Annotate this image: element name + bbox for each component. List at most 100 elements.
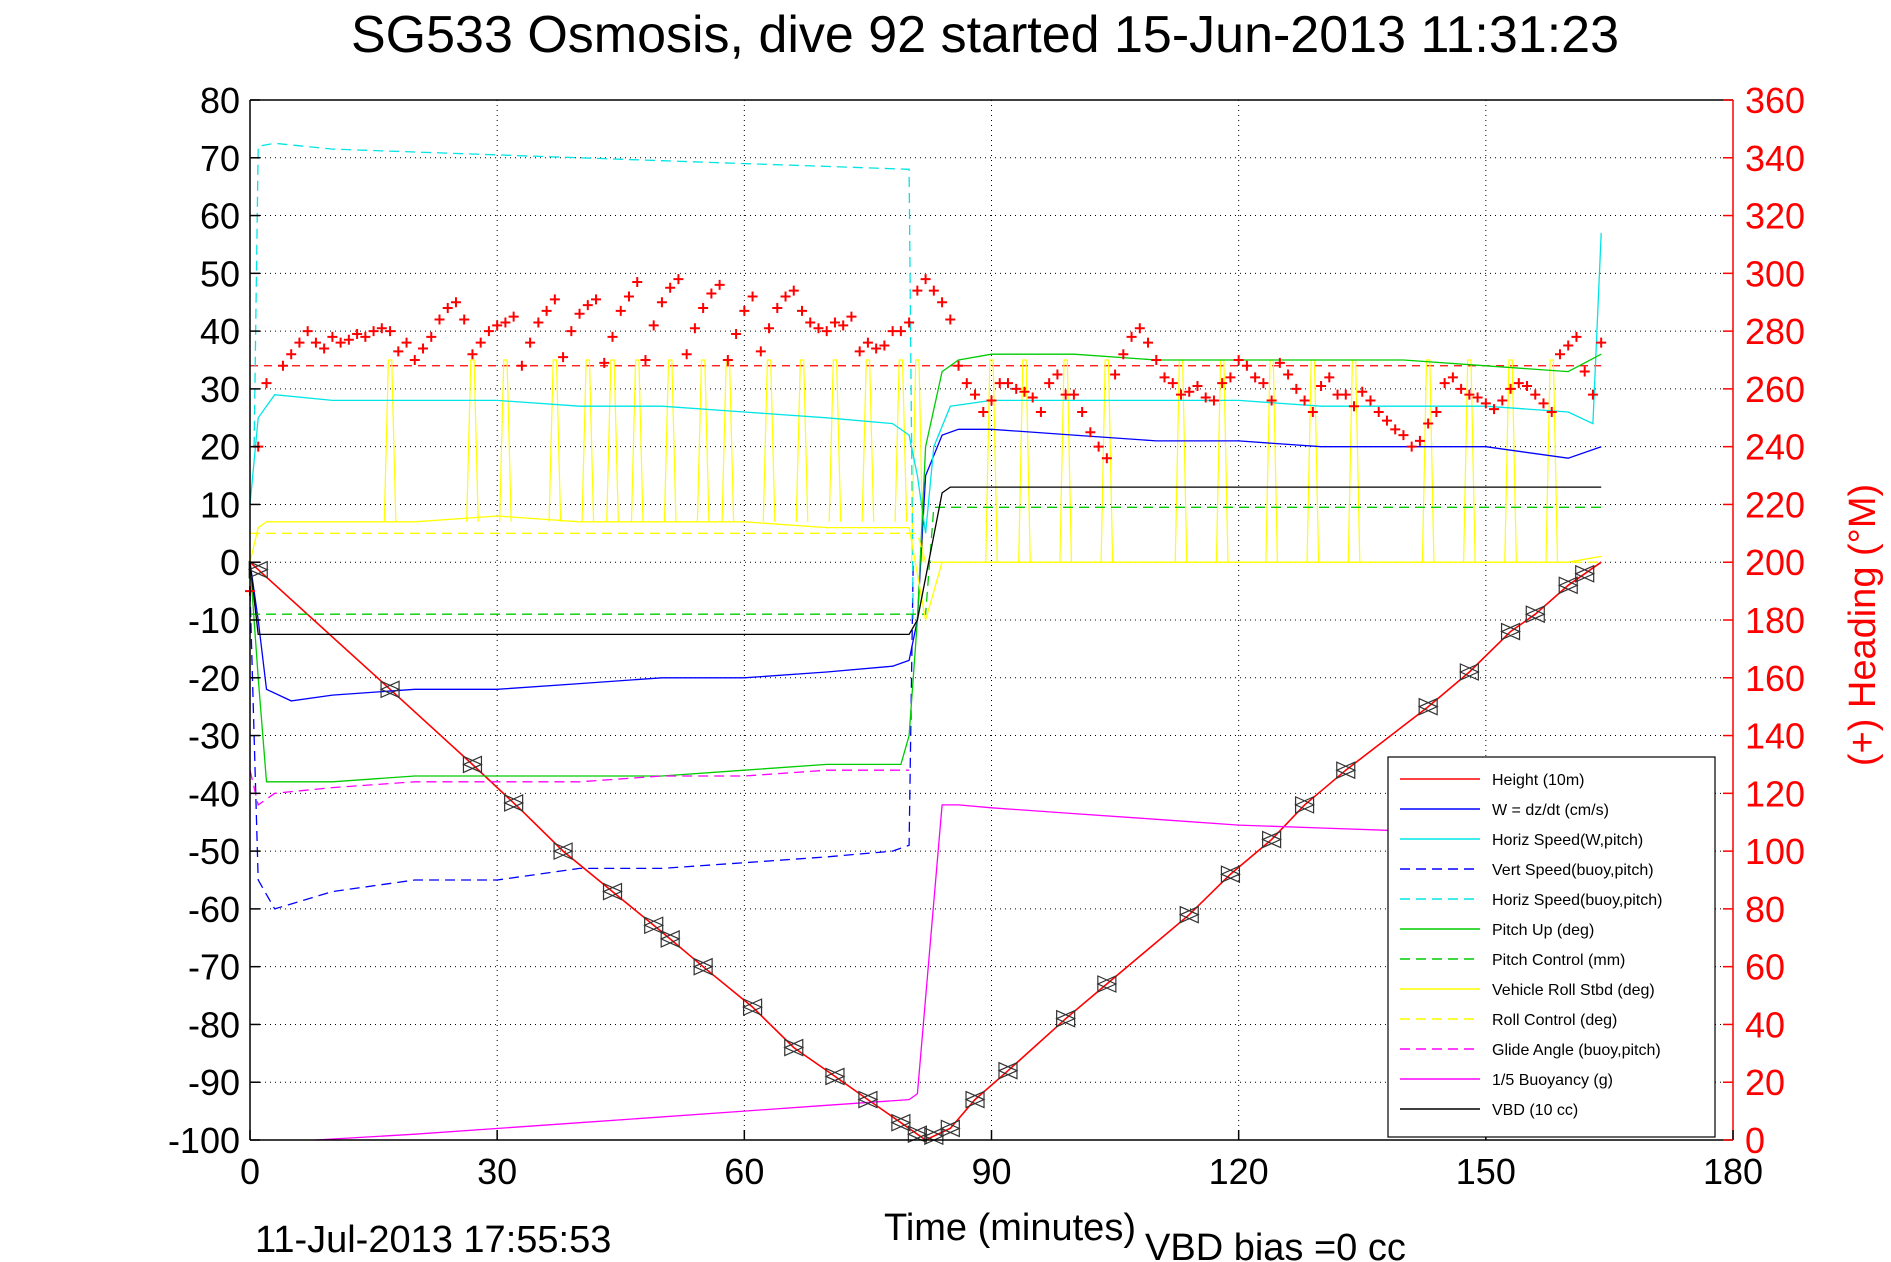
roll-spike <box>795 359 809 522</box>
height-marker <box>503 794 525 812</box>
heading-point <box>920 274 931 285</box>
heading-point <box>1538 398 1549 409</box>
legend-label: 1/5 Buoyancy (g) <box>1492 1072 1613 1089</box>
heading-point <box>1390 424 1401 435</box>
heading-point <box>516 360 527 371</box>
heading-point <box>961 378 972 389</box>
roll-spike <box>1018 359 1031 563</box>
legend-box <box>1387 756 1716 1138</box>
heading-point <box>327 331 338 342</box>
roll-spike <box>1545 359 1559 563</box>
heading-point <box>475 337 486 348</box>
height-marker <box>1458 663 1480 681</box>
heading-point <box>1068 389 1079 400</box>
heading-point <box>343 334 354 345</box>
heading-point <box>1011 383 1022 394</box>
height-marker <box>643 916 665 935</box>
roll-spike <box>466 359 479 522</box>
heading-point <box>492 320 503 331</box>
x-tick-label: 30 <box>477 1151 517 1192</box>
heading-point <box>286 349 297 360</box>
series-vehicle-roll-stbd-deg <box>249 515 1602 621</box>
heading-point <box>813 323 824 334</box>
heading-point <box>1497 395 1508 406</box>
heading-point <box>780 291 791 302</box>
roll-spike <box>828 359 842 522</box>
series-roll-control-deg <box>250 532 1602 563</box>
roll-spike <box>1100 359 1114 563</box>
heading-point <box>1151 355 1162 365</box>
heading-point <box>1217 378 1228 389</box>
heading-point <box>393 346 404 357</box>
heading-point <box>500 317 511 328</box>
heading-point <box>846 311 857 322</box>
height-marker <box>692 957 714 976</box>
heading-point <box>442 303 453 313</box>
heading-point <box>607 331 618 342</box>
heading-point <box>376 323 387 334</box>
x-tick-label: 180 <box>1703 1151 1763 1192</box>
x-tick-label: 150 <box>1456 1151 1516 1192</box>
heading-point <box>739 305 750 316</box>
heading-point <box>1126 331 1137 342</box>
heading-point <box>549 294 560 305</box>
heading-point <box>904 317 915 328</box>
heading-point <box>1456 383 1467 394</box>
y-tick-label: -50 <box>188 831 240 872</box>
height-marker <box>1261 830 1283 849</box>
y-tick-label: 40 <box>200 311 240 352</box>
heading-point <box>1027 392 1038 403</box>
heading-point <box>731 329 742 339</box>
height-marker <box>659 930 681 948</box>
heading-point <box>1299 395 1310 406</box>
y-tick-label: 60 <box>200 196 240 237</box>
y-tick-label: 20 <box>200 427 240 468</box>
heading-point <box>838 320 849 331</box>
series-height-10m <box>249 561 1602 1141</box>
heading-point <box>1340 389 1351 400</box>
heading-point <box>1241 360 1252 371</box>
roll-spike <box>861 359 875 522</box>
roll-spike <box>663 359 677 522</box>
heading-point <box>1464 389 1475 400</box>
heading-point <box>805 317 816 328</box>
height-marker <box>742 998 764 1017</box>
legend-label: Horiz Speed(buoy,pitch) <box>1492 892 1662 909</box>
heading-point <box>261 378 272 389</box>
y2-tick-label: 80 <box>1745 889 1785 930</box>
heading-point <box>1208 395 1219 406</box>
heading-point <box>681 349 692 360</box>
series-horiz-speed-buoy-pitch <box>253 142 914 621</box>
y2-tick-label: 0 <box>1745 1120 1765 1161</box>
heading-point <box>978 407 989 417</box>
y-tick-label: -30 <box>188 716 240 757</box>
y2-tick-label: 200 <box>1745 542 1805 583</box>
heading-point <box>895 326 906 337</box>
legend-label: Vert Speed(buoy,pitch) <box>1492 862 1654 879</box>
heading-point <box>764 323 775 334</box>
heading-point <box>755 346 766 357</box>
heading-point <box>1307 407 1318 417</box>
heading-point <box>1406 441 1417 452</box>
height-marker <box>1524 605 1546 624</box>
heading-point <box>1110 369 1121 380</box>
heading-point <box>1233 355 1244 365</box>
heading-point <box>1357 386 1368 397</box>
series-vbd-10-cc <box>249 486 1602 636</box>
heading-point <box>698 303 709 313</box>
chart-title: SG533 Osmosis, dive 92 started 15-Jun-20… <box>351 6 1619 64</box>
heading-point <box>722 355 733 365</box>
legend-label: Roll Control (deg) <box>1492 1012 1617 1029</box>
heading-point <box>1167 378 1178 389</box>
roll-spike <box>1504 359 1517 563</box>
height-marker <box>1557 576 1579 595</box>
heading-point <box>1571 331 1582 342</box>
heading-point <box>1052 369 1063 380</box>
heading-point <box>1019 386 1030 397</box>
heading-point <box>928 285 939 296</box>
height-marker <box>906 1125 928 1144</box>
series-1-5-buoyancy-g <box>315 804 1404 1141</box>
heading-point <box>319 343 330 354</box>
heading-point <box>1101 453 1112 464</box>
